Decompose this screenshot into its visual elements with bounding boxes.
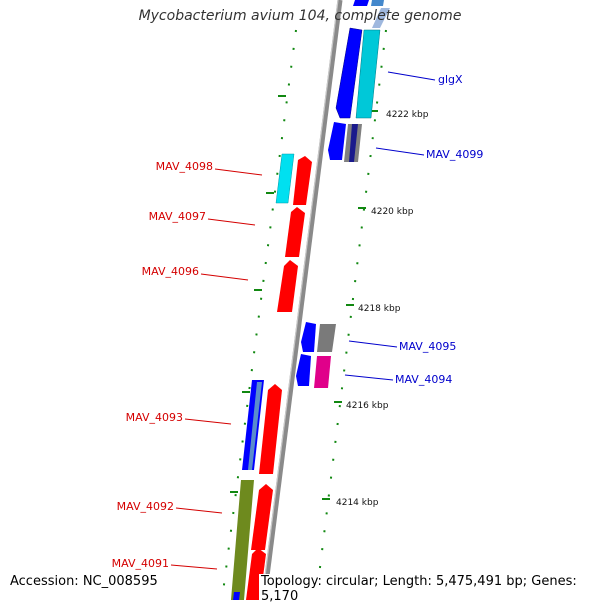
gene-MAV_4098-block bbox=[275, 153, 312, 205]
ruler-label: 4216 kbp bbox=[346, 401, 389, 411]
accession-text: Accession: NC_008595 bbox=[8, 574, 160, 589]
gene-label-MAV_4092[interactable]: MAV_4092 bbox=[117, 500, 174, 513]
ruler-label: 4218 kbp bbox=[358, 304, 401, 314]
topology-text: Topology: circular; Length: 5,475,491 bp… bbox=[259, 574, 600, 604]
gene-label-MAV_4096[interactable]: MAV_4096 bbox=[142, 265, 199, 278]
gene-MAV_4096-block bbox=[277, 260, 298, 312]
ruler-label: 4220 kbp bbox=[371, 207, 414, 217]
gene-label-MAV_4099[interactable]: MAV_4099 bbox=[426, 148, 483, 161]
genome-backbone bbox=[261, 0, 343, 600]
gene-label-MAV_4093[interactable]: MAV_4093 bbox=[126, 411, 183, 424]
right-gene-labels: glgX MAV_4099 MAV_4095 MAV_4094 bbox=[395, 73, 483, 386]
genome-title: Mycobacterium avium 104, complete genome bbox=[138, 8, 462, 24]
gene-MAV_4099-block bbox=[328, 122, 362, 162]
left-gene-labels: MAV_4098 MAV_4097 MAV_4096 MAV_4093 MAV_… bbox=[112, 160, 213, 570]
gene-label-glgX[interactable]: glgX bbox=[438, 73, 463, 86]
ruler-label: 4222 kbp bbox=[386, 110, 429, 120]
gene-MAV_4093-block bbox=[242, 380, 282, 474]
gene-label-MAV_4098[interactable]: MAV_4098 bbox=[156, 160, 213, 173]
ruler-ticks bbox=[230, 95, 378, 500]
gene-label-MAV_4091[interactable]: MAV_4091 bbox=[112, 557, 169, 570]
ruler-label: 4214 kbp bbox=[336, 498, 379, 508]
gene-glgX-block bbox=[335, 0, 390, 119]
gene-label-MAV_4097[interactable]: MAV_4097 bbox=[149, 210, 206, 223]
gene-label-MAV_4094[interactable]: MAV_4094 bbox=[395, 373, 452, 386]
ruler-labels: 4222 kbp 4220 kbp 4218 kbp 4216 kbp 4214… bbox=[336, 110, 429, 508]
gene-MAV_4094-block bbox=[296, 354, 331, 388]
gene-MAV_4097-block bbox=[285, 207, 305, 257]
gene-MAV_4095-block bbox=[301, 322, 336, 352]
label-leader-lines bbox=[170, 71, 436, 570]
gene-label-MAV_4095[interactable]: MAV_4095 bbox=[399, 340, 456, 353]
